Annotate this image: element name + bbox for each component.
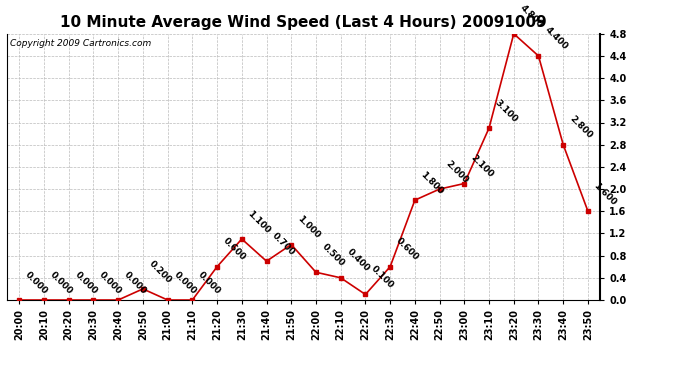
- Text: 0.100: 0.100: [370, 264, 396, 290]
- Text: Copyright 2009 Cartronics.com: Copyright 2009 Cartronics.com: [10, 39, 151, 48]
- Text: 0.000: 0.000: [73, 270, 99, 296]
- Text: 0.000: 0.000: [122, 270, 148, 296]
- Text: 0.600: 0.600: [221, 236, 248, 262]
- Text: 0.200: 0.200: [147, 259, 173, 285]
- Text: 1.000: 1.000: [295, 214, 322, 240]
- Title: 10 Minute Average Wind Speed (Last 4 Hours) 20091009: 10 Minute Average Wind Speed (Last 4 Hou…: [60, 15, 547, 30]
- Text: 1.600: 1.600: [592, 181, 618, 207]
- Text: 2.800: 2.800: [567, 114, 593, 141]
- Text: 2.100: 2.100: [469, 153, 495, 179]
- Text: 1.800: 1.800: [419, 170, 445, 196]
- Text: 0.000: 0.000: [48, 270, 75, 296]
- Text: 1.100: 1.100: [246, 209, 273, 235]
- Text: 0.000: 0.000: [23, 270, 50, 296]
- Text: 0.600: 0.600: [394, 236, 420, 262]
- Text: 4.800: 4.800: [518, 3, 544, 30]
- Text: 0.000: 0.000: [172, 270, 198, 296]
- Text: 0.400: 0.400: [345, 248, 371, 274]
- Text: 4.400: 4.400: [542, 26, 569, 52]
- Text: 3.100: 3.100: [493, 98, 520, 124]
- Text: 0.000: 0.000: [197, 270, 223, 296]
- Text: 0.700: 0.700: [270, 231, 297, 257]
- Text: 0.500: 0.500: [320, 242, 346, 268]
- Text: 2.000: 2.000: [444, 159, 470, 185]
- Text: 0.000: 0.000: [97, 270, 124, 296]
